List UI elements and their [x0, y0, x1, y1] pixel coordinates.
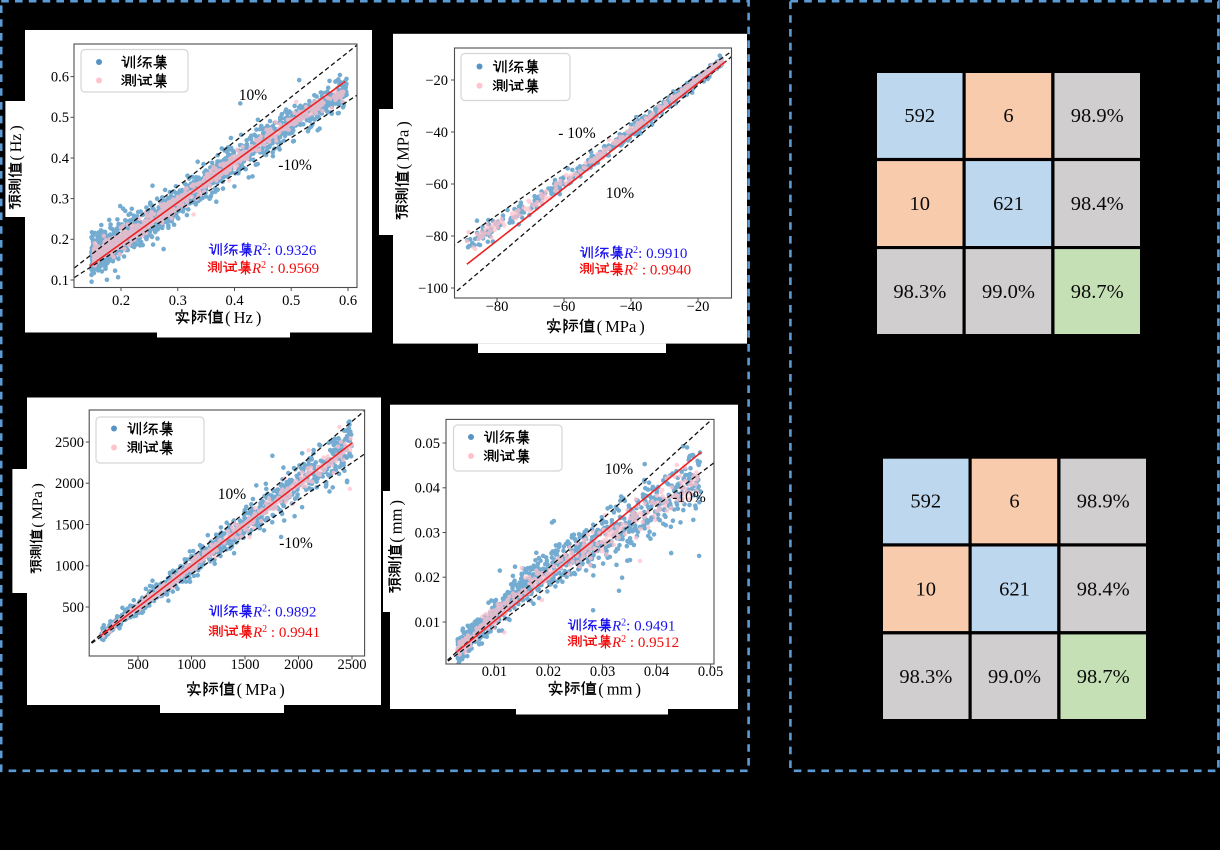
svg-text:0.2: 0.2 — [112, 293, 130, 309]
svg-text:0.2: 0.2 — [51, 232, 69, 248]
svg-text:- 10%: - 10% — [558, 125, 596, 142]
svg-text:R2 : 0.9569: R2 : 0.9569 — [251, 260, 319, 277]
svg-text:R2: 0.9326: R2: 0.9326 — [252, 242, 317, 259]
svg-text:−40: −40 — [425, 125, 448, 141]
svg-text:10: 10 — [916, 578, 937, 600]
svg-text:592: 592 — [904, 105, 935, 127]
svg-text:10: 10 — [910, 193, 931, 215]
svg-text:0.01: 0.01 — [415, 615, 440, 631]
svg-text:−80: −80 — [425, 229, 448, 245]
svg-text:0.03: 0.03 — [415, 525, 440, 541]
svg-text:(MPa): (MPa) — [393, 121, 412, 169]
svg-text:1500: 1500 — [231, 657, 260, 673]
svg-text:R2 : 0.9940: R2 : 0.9940 — [623, 262, 691, 279]
svg-text:0.04: 0.04 — [415, 481, 441, 497]
svg-text:98.7%: 98.7% — [1071, 281, 1124, 303]
svg-text:0.1: 0.1 — [51, 273, 69, 289]
svg-text:(Hz): (Hz) — [225, 308, 261, 327]
svg-text:0.6: 0.6 — [339, 293, 357, 309]
svg-text:-10%: -10% — [279, 535, 313, 552]
svg-text:R2: 0.9491: R2: 0.9491 — [611, 618, 675, 635]
svg-text:R2 : 0.9941: R2 : 0.9941 — [252, 624, 320, 641]
svg-text:98.9%: 98.9% — [1077, 491, 1130, 513]
svg-text:R2 : 0.9512: R2 : 0.9512 — [611, 634, 679, 651]
svg-text:1000: 1000 — [55, 559, 84, 575]
svg-text:0.3: 0.3 — [51, 191, 69, 207]
svg-text:−100: −100 — [418, 281, 448, 297]
svg-text:98.4%: 98.4% — [1077, 578, 1130, 600]
svg-text:98.3%: 98.3% — [893, 281, 946, 303]
svg-text:0.4: 0.4 — [225, 293, 244, 309]
svg-text:(Hz): (Hz) — [8, 125, 25, 160]
svg-text:0.02: 0.02 — [415, 570, 440, 586]
svg-text:−60: −60 — [425, 177, 448, 193]
svg-text:6: 6 — [1003, 105, 1013, 127]
svg-text:−80: −80 — [486, 299, 509, 315]
svg-text:0.03: 0.03 — [590, 664, 615, 680]
svg-text:0.05: 0.05 — [698, 664, 723, 680]
svg-text:621: 621 — [993, 193, 1024, 215]
svg-text:10%: 10% — [218, 486, 247, 503]
svg-text:R2: 0.9892: R2: 0.9892 — [252, 604, 316, 621]
svg-text:10%: 10% — [239, 87, 268, 104]
svg-text:1500: 1500 — [55, 517, 84, 533]
svg-text:−40: −40 — [620, 299, 643, 315]
svg-text:500: 500 — [127, 657, 149, 673]
svg-text:0.01: 0.01 — [482, 664, 507, 680]
svg-text:R2: 0.9910: R2: 0.9910 — [623, 245, 687, 262]
svg-text:0.04: 0.04 — [644, 664, 670, 680]
svg-text:99.0%: 99.0% — [988, 666, 1041, 688]
svg-text:−20: −20 — [687, 299, 710, 315]
svg-text:0.4: 0.4 — [51, 151, 70, 167]
svg-text:6: 6 — [1009, 491, 1019, 513]
svg-text:(MPa): (MPa) — [237, 680, 285, 699]
svg-text:0.5: 0.5 — [51, 110, 69, 126]
svg-text:98.3%: 98.3% — [899, 666, 952, 688]
svg-text:−20: −20 — [425, 73, 448, 89]
svg-text:0.6: 0.6 — [51, 69, 69, 85]
svg-text:500: 500 — [62, 600, 84, 616]
svg-text:0.3: 0.3 — [169, 293, 187, 309]
svg-text:2500: 2500 — [338, 657, 367, 673]
svg-text:0.5: 0.5 — [282, 293, 300, 309]
svg-text:98.4%: 98.4% — [1071, 193, 1124, 215]
svg-text:(MPa): (MPa) — [30, 483, 46, 527]
svg-text:2500: 2500 — [55, 435, 84, 451]
svg-text:98.9%: 98.9% — [1071, 105, 1124, 127]
svg-text:10%: 10% — [606, 185, 635, 202]
svg-text:(MPa): (MPa) — [597, 317, 645, 336]
svg-text:−60: −60 — [553, 299, 576, 315]
svg-text:1000: 1000 — [177, 657, 206, 673]
svg-text:621: 621 — [999, 578, 1030, 600]
svg-text:0.05: 0.05 — [415, 436, 440, 452]
svg-text:98.7%: 98.7% — [1077, 666, 1130, 688]
svg-text:-10%: -10% — [672, 489, 706, 506]
svg-text:(mm): (mm) — [598, 680, 641, 699]
svg-text:2000: 2000 — [284, 657, 313, 673]
svg-text:10%: 10% — [605, 461, 634, 478]
svg-text:0.02: 0.02 — [536, 664, 561, 680]
svg-text:592: 592 — [910, 491, 941, 513]
svg-text:2000: 2000 — [55, 476, 84, 492]
svg-text:(mm): (mm) — [386, 500, 405, 543]
svg-text:-10%: -10% — [278, 157, 312, 174]
svg-text:99.0%: 99.0% — [982, 281, 1035, 303]
